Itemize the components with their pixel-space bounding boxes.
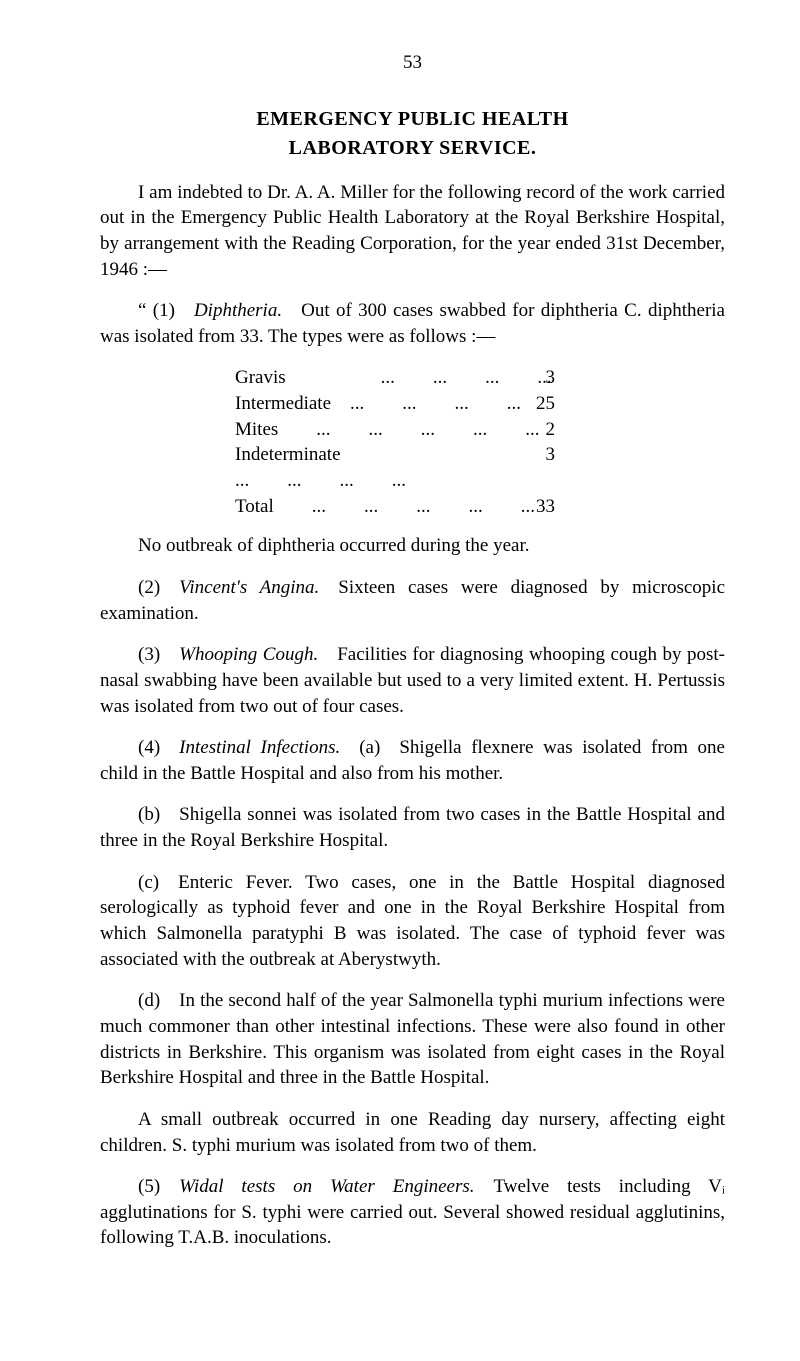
section-3-title: Whooping Cough. xyxy=(179,644,318,665)
section-5-title: Widal tests on Water Engineers. xyxy=(179,1176,474,1197)
table-value: 3 xyxy=(505,365,555,391)
table-row: Total ... ... ... ... ... 33 xyxy=(100,494,725,520)
section-2-num: (2) xyxy=(138,577,179,598)
section-4b: (b) Shigella sonnei was isolated from tw… xyxy=(100,802,725,853)
section-4-num: (4) xyxy=(138,737,179,758)
section-4-title: Intestinal Infections. xyxy=(179,737,340,758)
table-row: Gravis ... ... ... ... 3 xyxy=(100,365,725,391)
table-row: Mites ... ... ... ... ... 2 xyxy=(100,417,725,443)
table-label: Total ... ... ... ... ... xyxy=(235,494,505,520)
section-4c: (c) Enteric Fever. Two cases, one in the… xyxy=(100,870,725,973)
table-value: 25 xyxy=(505,391,555,417)
table-value: 33 xyxy=(505,494,555,520)
section-1-num: “ (1) xyxy=(138,300,194,321)
section-3: (3) Whooping Cough. Facilities for diagn… xyxy=(100,642,725,719)
sub-title: LABORATORY SERVICE. xyxy=(100,135,725,162)
table-row: Intermediate ... ... ... ... 25 xyxy=(100,391,725,417)
section-3-num: (3) xyxy=(138,644,179,665)
table-row: Indeterminate ... ... ... ... 3 xyxy=(100,442,725,493)
section-1-close: No outbreak of diphtheria occurred durin… xyxy=(100,533,725,559)
section-5: (5) Widal tests on Water Engineers. Twel… xyxy=(100,1174,725,1251)
intro-paragraph: I am indebted to Dr. A. A. Miller for th… xyxy=(100,180,725,283)
table-value: 2 xyxy=(505,417,555,443)
section-1-title: Diphtheria. xyxy=(194,300,282,321)
section-2-title: Vincent's Angina. xyxy=(179,577,319,598)
table-label: Intermediate ... ... ... ... xyxy=(235,391,505,417)
diphtheria-table: Gravis ... ... ... ... 3 Intermediate ..… xyxy=(100,365,725,519)
section-2: (2) Vincent's Angina. Sixteen cases were… xyxy=(100,575,725,626)
section-1: “ (1) Diphtheria. Out of 300 cases swabb… xyxy=(100,298,725,349)
table-label: Indeterminate ... ... ... ... xyxy=(235,442,505,493)
section-4d: (d) In the second half of the year Salmo… xyxy=(100,988,725,1091)
table-label: Mites ... ... ... ... ... xyxy=(235,417,505,443)
section-5-num: (5) xyxy=(138,1176,179,1197)
section-4e: A small outbreak occurred in one Reading… xyxy=(100,1107,725,1158)
main-title: EMERGENCY PUBLIC HEALTH xyxy=(100,106,725,133)
page-number: 53 xyxy=(100,50,725,76)
table-value: 3 xyxy=(505,442,555,493)
section-4: (4) Intestinal Infections. (a) Shigella … xyxy=(100,735,725,786)
table-label: Gravis ... ... ... ... xyxy=(235,365,505,391)
